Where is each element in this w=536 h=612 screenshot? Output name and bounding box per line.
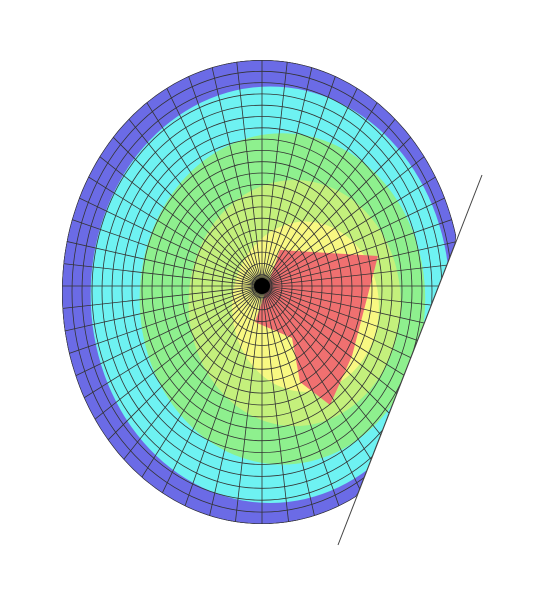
mesh-radial — [261, 86, 457, 287]
mesh-radial — [261, 285, 457, 457]
mesh-ring — [101, 104, 423, 477]
mesh-ring — [221, 240, 303, 335]
mesh-ring — [241, 262, 283, 311]
mesh-radial — [62, 285, 263, 358]
mesh-ring — [151, 161, 373, 418]
mesh-radial — [261, 285, 457, 323]
mesh-radial — [261, 285, 369, 524]
mesh-radial — [225, 285, 263, 524]
mesh-radial — [261, 285, 299, 524]
mesh-radial — [261, 60, 369, 287]
mesh-radial — [122, 285, 263, 524]
mesh-radial — [62, 115, 263, 287]
mesh-ring — [111, 116, 413, 465]
mesh-ring — [161, 172, 363, 406]
mesh-radial — [261, 60, 402, 287]
mesh-ring — [211, 229, 313, 346]
mesh-ring — [141, 150, 383, 430]
mesh-radial — [62, 86, 263, 287]
mesh-radial — [261, 179, 457, 287]
mesh-radial — [62, 179, 263, 287]
mesh-radial — [62, 285, 263, 457]
mesh-ring — [231, 251, 293, 323]
mesh-radial — [190, 285, 263, 524]
mesh-ring — [251, 274, 273, 299]
mesh-radial — [261, 285, 402, 524]
mesh-ring — [91, 93, 433, 489]
mesh-radial — [261, 60, 334, 287]
mesh-radial — [261, 285, 457, 426]
mesh-radial — [261, 60, 299, 287]
mesh-radial — [261, 146, 457, 287]
tangent-line — [337, 174, 483, 546]
mesh-radial — [155, 60, 263, 287]
mesh-radial — [122, 60, 263, 287]
mesh-ring — [171, 183, 353, 394]
mesh-ring — [181, 195, 343, 382]
mesh-radial — [190, 60, 263, 287]
mesh-radial — [225, 60, 263, 287]
mesh-ring — [201, 217, 323, 358]
mesh-radial — [62, 146, 263, 287]
mesh-ring — [191, 206, 333, 370]
mesh-radial — [62, 285, 263, 426]
mesh-radial — [261, 285, 457, 393]
mesh-radial — [261, 115, 457, 287]
mesh-ring — [131, 138, 393, 442]
mesh-radial — [261, 285, 334, 524]
mesh-radial — [261, 285, 457, 358]
center-point — [254, 278, 270, 294]
mesh-radial — [155, 285, 263, 524]
mesh-radial — [62, 285, 263, 393]
mesh-radial — [62, 285, 263, 323]
mesh-ring — [121, 127, 403, 454]
